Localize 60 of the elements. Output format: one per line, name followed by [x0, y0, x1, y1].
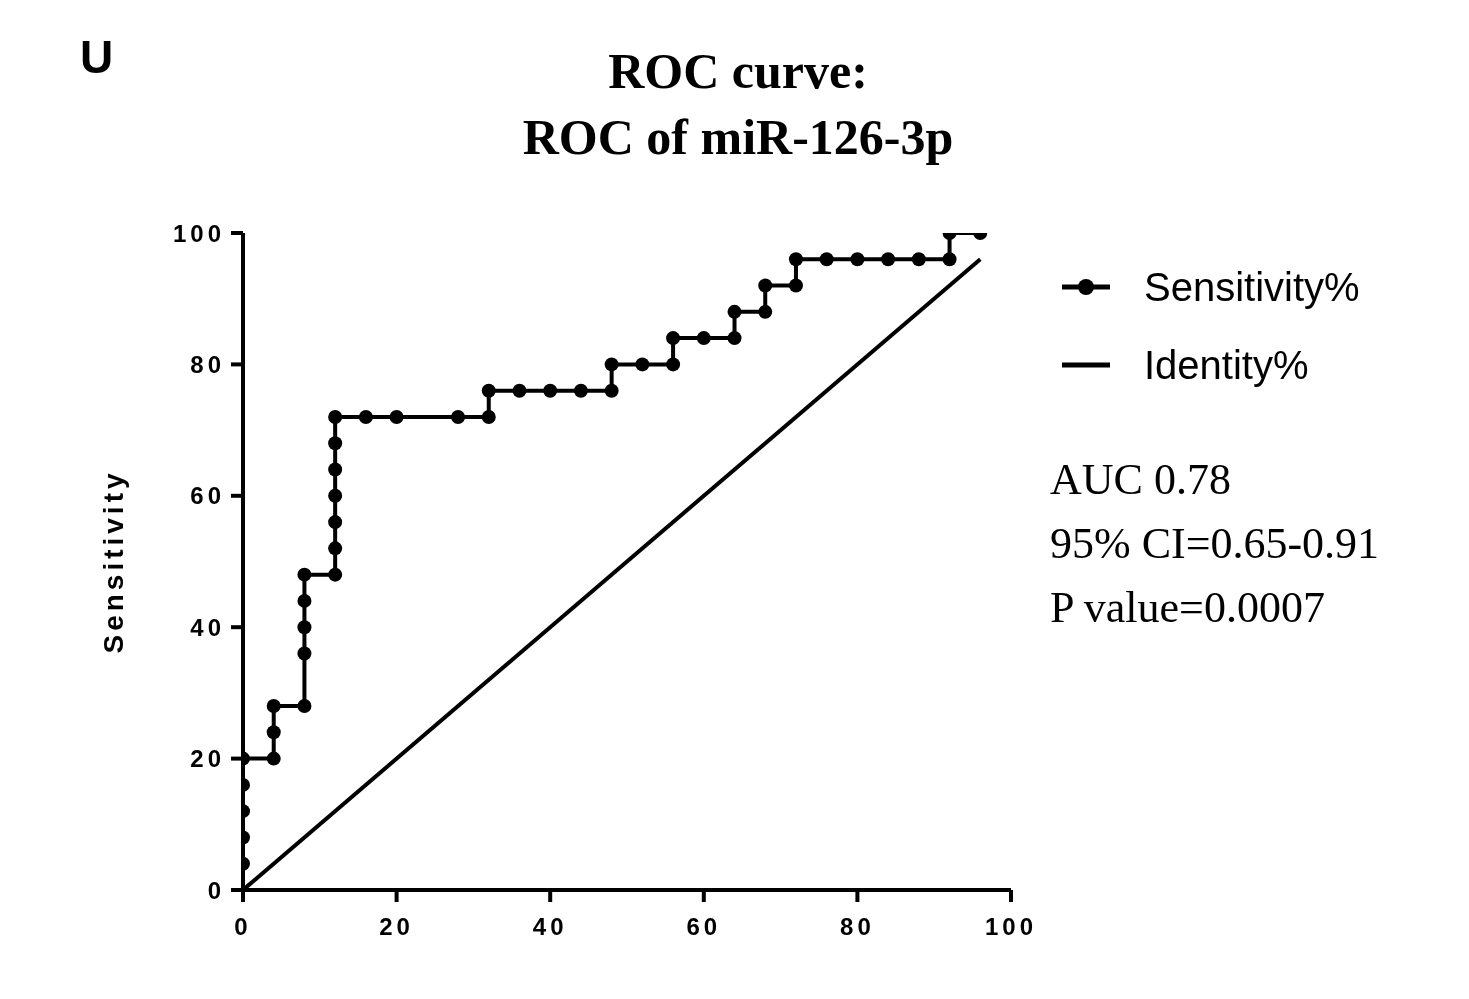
point	[297, 646, 312, 661]
point	[512, 383, 527, 398]
x-tick-label: 40	[532, 913, 568, 941]
y-axis-title: Sensitivity	[97, 469, 129, 654]
point	[328, 462, 343, 477]
point	[451, 409, 466, 424]
point	[266, 751, 281, 766]
text: 95% CI=0.65-0.91	[1050, 518, 1380, 570]
point	[727, 304, 742, 319]
y-tick-label: 80	[190, 350, 225, 378]
point	[481, 383, 496, 398]
point	[328, 488, 343, 503]
point	[696, 331, 711, 346]
point	[328, 541, 343, 556]
y-tick-label: 60	[190, 482, 225, 510]
point	[604, 383, 619, 398]
point	[635, 357, 650, 372]
x-tick-label: 100	[984, 913, 1038, 941]
point	[328, 436, 343, 451]
point	[666, 357, 681, 372]
text: AUC 0.78	[1050, 454, 1232, 506]
point	[543, 383, 558, 398]
y-tick-label: 20	[190, 745, 225, 773]
point	[819, 252, 834, 267]
point	[297, 593, 312, 608]
x-tick-label: 0	[234, 913, 252, 941]
point	[297, 567, 312, 582]
point	[266, 725, 281, 740]
point	[297, 620, 312, 635]
point	[942, 252, 957, 267]
point	[297, 699, 312, 714]
point	[389, 409, 404, 424]
point	[328, 567, 343, 582]
legend-label: Identity%	[1144, 342, 1309, 388]
point	[911, 252, 926, 267]
legend-label: Sensitivity%	[1144, 264, 1360, 310]
point	[758, 304, 773, 319]
point	[266, 699, 281, 714]
point	[788, 252, 803, 267]
point	[758, 278, 773, 293]
y-tick-label: 100	[172, 219, 225, 247]
y-tick-label: 0	[207, 876, 225, 904]
point	[328, 409, 343, 424]
x-tick-label: 60	[686, 913, 722, 941]
point	[881, 252, 896, 267]
text: P value=0.0007	[1050, 582, 1326, 634]
point	[666, 331, 681, 346]
point	[850, 252, 865, 267]
text: U	[80, 30, 114, 84]
point	[358, 409, 373, 424]
point	[788, 278, 803, 293]
y-tick-label: 40	[190, 613, 225, 641]
point	[328, 515, 343, 530]
point	[573, 383, 588, 398]
point	[727, 331, 742, 346]
point	[604, 357, 619, 372]
x-tick-label: 80	[840, 913, 875, 941]
chart-title: ROC curve: ROC of miR-126-3p	[521, 42, 955, 167]
x-tick-label: 20	[379, 913, 414, 941]
point	[481, 409, 496, 424]
